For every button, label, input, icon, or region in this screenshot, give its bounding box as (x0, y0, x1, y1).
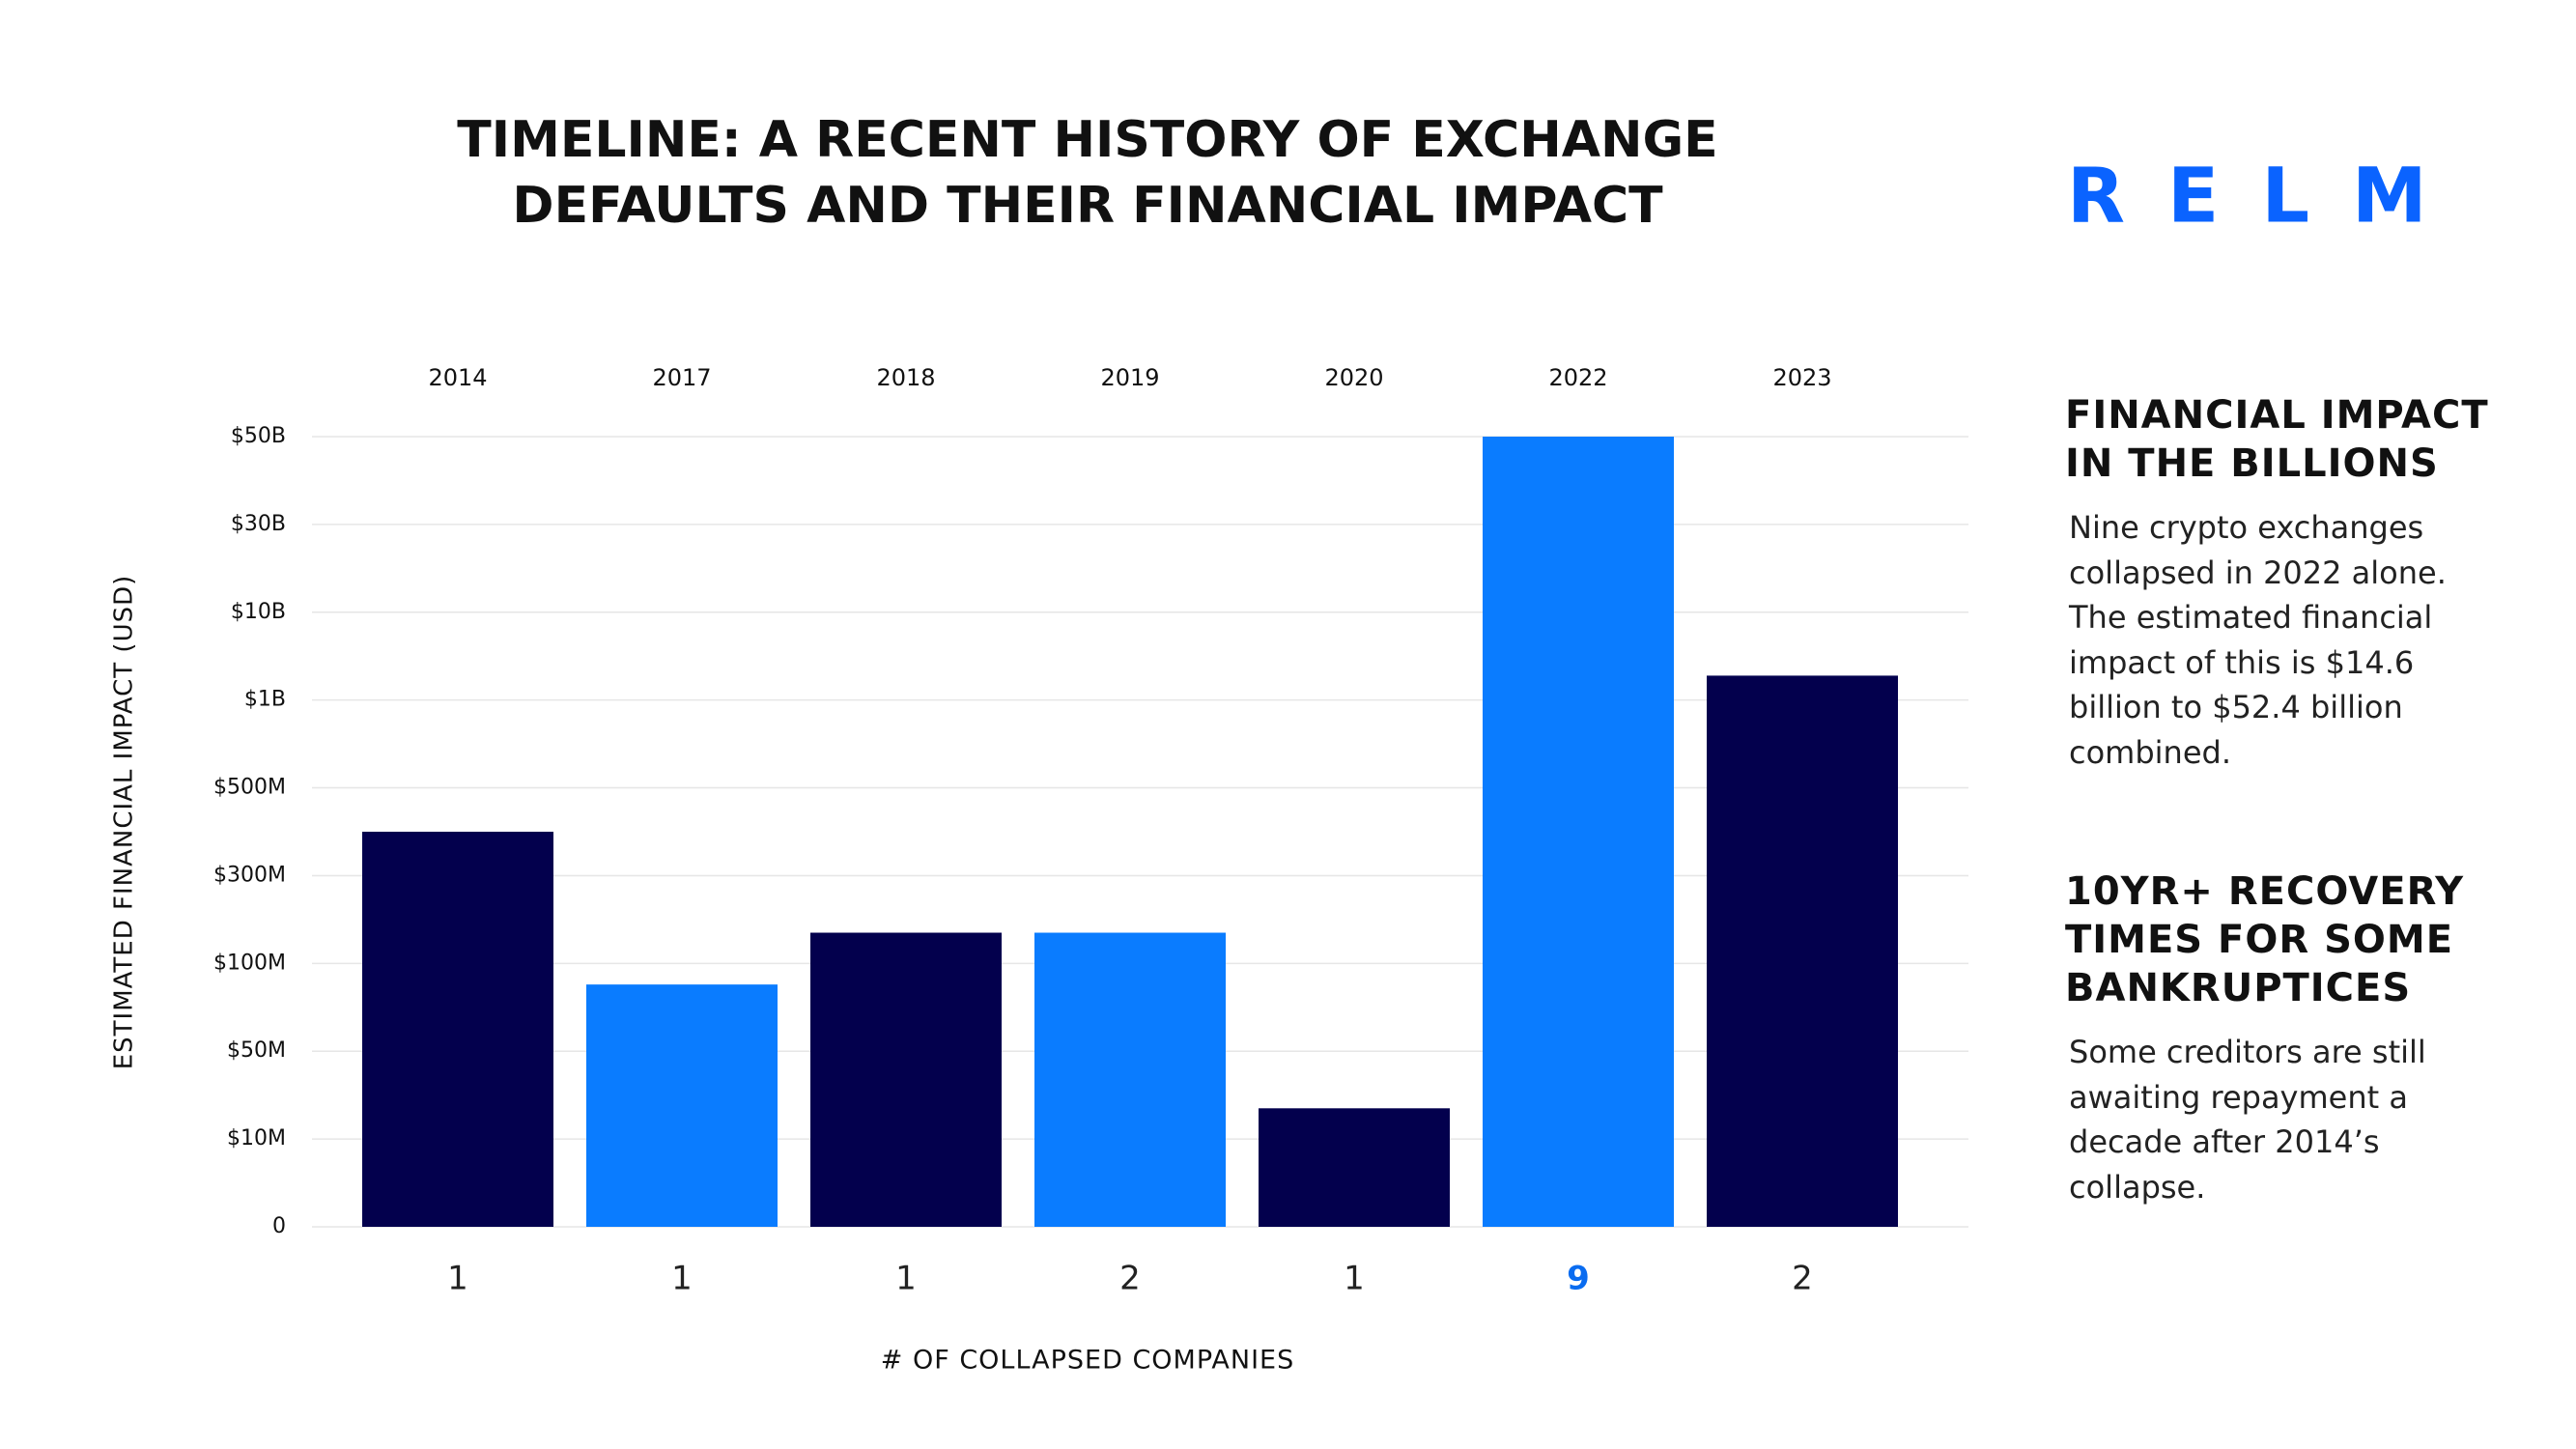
count-label: 2 (1119, 1260, 1141, 1298)
sidebar-heading: FINANCIAL IMPACT IN THE BILLIONS (2065, 393, 2489, 486)
y-tick-label: $50M (227, 1038, 286, 1063)
y-tick-label: $100M (213, 951, 286, 975)
y-tick-label: $500M (213, 776, 286, 800)
y-tick-label: $1B (244, 688, 286, 712)
x-axis-title: # OF COLLAPSED COMPANIES (881, 1346, 1295, 1376)
bar (1259, 1108, 1450, 1227)
count-label: 1 (671, 1260, 693, 1298)
count-label: 9 (1567, 1260, 1590, 1298)
y-tick-label: $10M (227, 1126, 286, 1151)
y-tick-label: $300M (213, 863, 286, 887)
bar (1034, 932, 1226, 1227)
sidebar-body: Nine crypto exchanges collapsed in 2022 … (2069, 509, 2447, 771)
sidebar-block: FINANCIAL IMPACT IN THE BILLIONS Nine cr… (2065, 391, 2509, 775)
x-tick-label: 2023 (1772, 364, 1831, 391)
bar (362, 832, 553, 1227)
x-tick-label: 2020 (1324, 364, 1383, 391)
chart-title: DEFAULTS AND THEIR FINANCIAL IMPACT (512, 177, 1663, 235)
y-tick-label: 0 (272, 1214, 286, 1238)
count-label: 1 (895, 1260, 917, 1298)
y-tick-label: $50B (231, 424, 286, 448)
sidebar-heading: 10YR+ RECOVERY TIMES FOR SOME BANKRUPTIC… (2065, 869, 2465, 1010)
y-tick-label: $30B (231, 512, 286, 536)
count-label: 1 (1344, 1260, 1365, 1298)
bar (810, 932, 1002, 1227)
x-tick-label: 2022 (1548, 364, 1607, 391)
bar (1707, 675, 1898, 1227)
x-tick-label: 2017 (652, 364, 711, 391)
x-tick-label: 2018 (876, 364, 935, 391)
sidebar-block: 10YR+ RECOVERY TIMES FOR SOME BANKRUPTIC… (2065, 867, 2509, 1209)
chart-title: TIMELINE: A RECENT HISTORY OF EXCHANGE (457, 111, 1717, 169)
bar (1483, 437, 1674, 1227)
x-tick-label: 2014 (428, 364, 487, 391)
logo: RELM (2067, 153, 2470, 240)
count-label: 1 (447, 1260, 468, 1298)
x-tick-label: 2019 (1100, 364, 1159, 391)
bar (586, 984, 778, 1227)
sidebar-body: Some creditors are still awaiting repaym… (2069, 1034, 2426, 1206)
y-axis-title: ESTIMATED FINANCIAL IMPACT (USD) (110, 575, 139, 1070)
count-label: 2 (1792, 1260, 1813, 1298)
y-tick-label: $10B (231, 600, 286, 624)
